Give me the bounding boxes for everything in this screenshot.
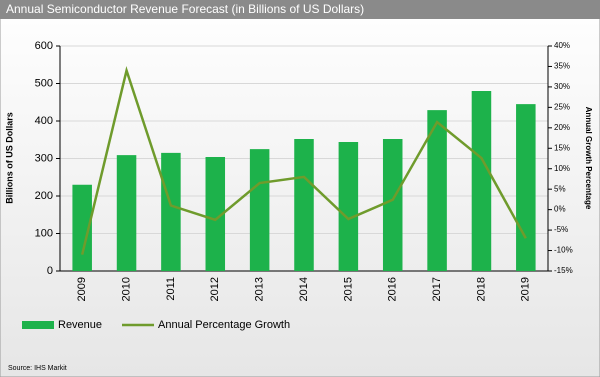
bar [161,152,181,271]
title-bar [0,0,600,19]
y2-tick-label: -10% [554,246,573,255]
y-tick-label: 500 [35,77,53,89]
bar [471,91,492,271]
y2-tick-label: 5% [554,184,566,193]
y-tick-label: 100 [35,227,53,239]
bar [294,139,314,271]
x-tick-label: 2016 [387,277,399,301]
y2-tick-label: -5% [554,225,568,234]
y2-tick-label: 40% [554,41,570,50]
legend-swatch [22,321,54,329]
y2-tick-label: 0% [554,205,566,214]
bar [72,184,92,271]
x-tick-label: 2014 [298,277,310,301]
x-tick-label: 2012 [209,277,221,301]
y-axis-label: Billions of US Dollars [4,112,14,204]
x-tick-label: 2015 [342,277,354,301]
chart-title: Annual Semiconductor Revenue Forecast (i… [6,2,364,16]
x-tick-label: 2011 [165,277,177,301]
x-tick-label: 2010 [120,277,132,301]
bar [382,139,403,271]
y-tick-label: 300 [35,152,53,164]
y2-tick-label: 30% [554,82,570,91]
y-tick-label: 0 [47,265,53,277]
x-tick-label: 2019 [520,277,532,301]
legend-label: Annual Percentage Growth [158,319,290,331]
y2-tick-label: 35% [554,62,570,71]
bar [516,104,536,271]
bar [205,157,226,271]
bar [338,142,359,271]
bar [249,149,270,271]
legend-label: Revenue [58,319,102,331]
y-tick-label: 600 [35,40,53,52]
bar [116,155,137,271]
x-tick-label: 2017 [431,277,443,301]
x-tick-label: 2018 [475,277,487,301]
x-tick-label: 2009 [76,277,88,301]
y2-tick-label: 20% [554,123,570,132]
x-tick-label: 2013 [254,277,266,301]
y2-tick-label: -15% [554,266,573,275]
y2-tick-label: 25% [554,102,570,111]
y-tick-label: 200 [35,190,53,202]
line [80,65,527,255]
y2-axis-label: Annual Growth Percentage [584,107,593,210]
source: Source: IHS Markit [8,365,67,372]
y-tick-label: 400 [35,115,53,127]
bar [427,110,447,271]
y2-tick-label: 15% [554,143,570,152]
y2-tick-label: 10% [554,164,570,173]
